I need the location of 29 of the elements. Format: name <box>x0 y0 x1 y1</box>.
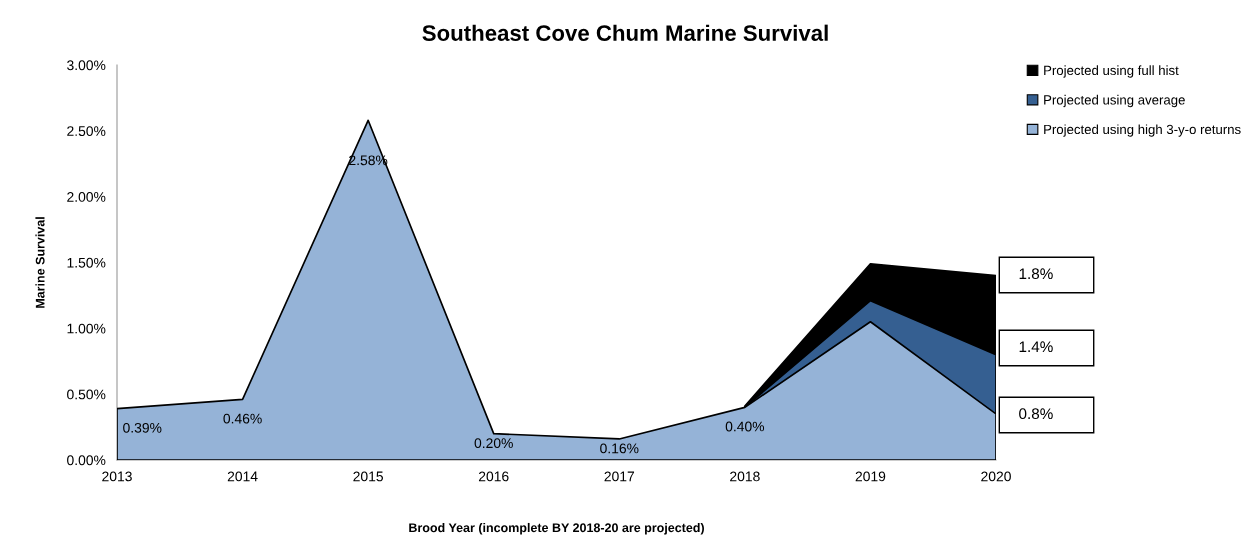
x-tick-label: 2020 <box>981 471 1011 482</box>
data-label: 0.40% <box>725 421 765 432</box>
data-label: 0.46% <box>223 413 262 424</box>
legend-label: Projected using average <box>1044 94 1185 108</box>
x-tick-label: 2013 <box>102 471 132 482</box>
y-tick-label: 3.00% <box>67 60 106 71</box>
legend-label: Projected using full hist <box>1044 65 1179 78</box>
data-label: 0.20% <box>474 438 513 449</box>
x-tick-label: 2014 <box>227 471 258 482</box>
data-label: 0.16% <box>600 443 639 454</box>
text: 1.4% <box>1019 341 1053 353</box>
y-tick-label: 2.50% <box>67 126 106 136</box>
y-tick-label: 1.00% <box>67 323 106 334</box>
chart-title: Southeast Cove Chum Marine Survival <box>422 24 828 41</box>
x-tick-label: 2015 <box>353 471 384 482</box>
y-tick-label: 2.00% <box>67 192 106 202</box>
y-tick-label: 0.50% <box>67 389 106 400</box>
legend-label: Projected using high 3-y-o returns <box>1044 124 1241 137</box>
text: 0.8% <box>1019 408 1053 420</box>
x-axis-title: Brood Year (incomplete BY 2018-20 are projected) <box>409 522 704 535</box>
text: 1.8% <box>1019 268 1053 280</box>
y-tick-label: 0.00% <box>67 455 106 466</box>
y-axis-title: Marine Survival <box>35 217 45 308</box>
x-tick-label: 2016 <box>478 471 509 482</box>
y-tick-label: 1.50% <box>67 257 106 268</box>
x-tick-label: 2017 <box>604 471 635 482</box>
x-tick-label: 2018 <box>730 471 760 482</box>
x-tick-label: 2019 <box>855 471 886 482</box>
data-label: 0.39% <box>123 422 162 433</box>
